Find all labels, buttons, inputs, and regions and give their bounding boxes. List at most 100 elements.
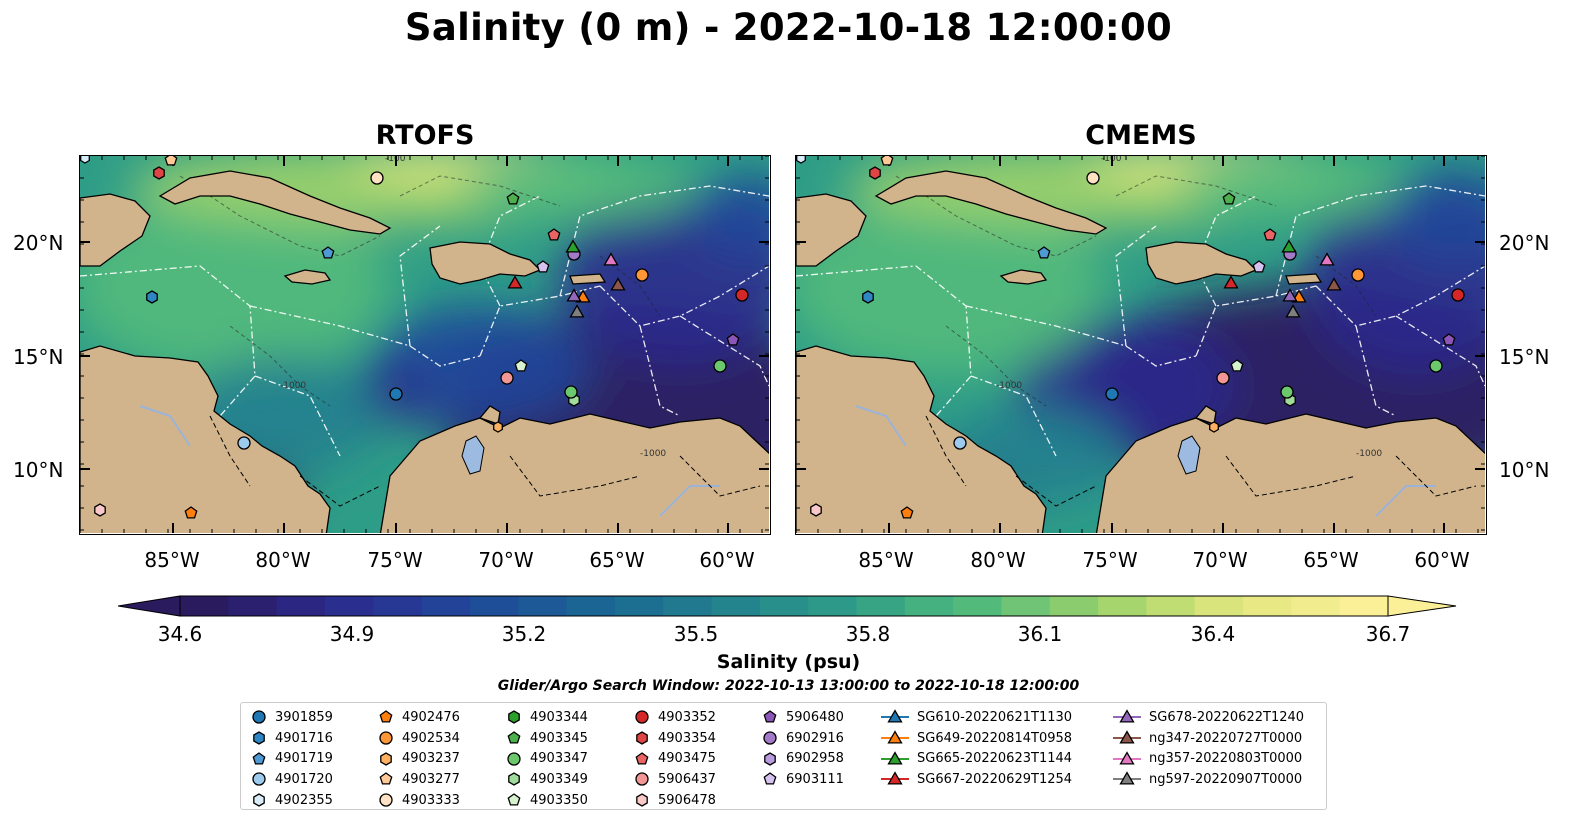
triangle-marker-icon bbox=[881, 709, 909, 723]
hexagon-icon bbox=[253, 731, 265, 745]
colorbar-extend-high bbox=[1387, 595, 1457, 617]
pentagon-marker-icon bbox=[763, 772, 777, 785]
marker-4903347 bbox=[564, 385, 578, 399]
triangle-marker-icon bbox=[1113, 709, 1141, 723]
hexagon-icon bbox=[253, 793, 265, 807]
legend-item: 5906437 bbox=[634, 769, 716, 790]
marker-4903354 bbox=[869, 166, 881, 180]
triangle-marker-icon bbox=[1113, 730, 1141, 744]
legend-item: 4903344 bbox=[506, 707, 588, 728]
colorbar-segment bbox=[1194, 596, 1244, 616]
legend-label: 3901859 bbox=[275, 709, 333, 725]
circle-marker-icon bbox=[252, 772, 266, 787]
legend-item: SG665-20220623T1144 bbox=[881, 748, 1072, 769]
colorbar-segment bbox=[953, 596, 1003, 616]
legend-label: SG667-20220629T1254 bbox=[917, 771, 1073, 787]
land-mass bbox=[569, 273, 607, 285]
triangle-marker-icon bbox=[1113, 751, 1141, 765]
triangle-marker-icon bbox=[881, 771, 909, 785]
marker-3901859 bbox=[1105, 387, 1119, 401]
hexagon-marker-icon bbox=[508, 710, 520, 725]
legend-label: 6902916 bbox=[786, 730, 844, 746]
marker-4903333 bbox=[1086, 171, 1100, 185]
legend-item: SG678-20220622T1240 bbox=[1113, 707, 1304, 728]
triangle-marker-icon bbox=[881, 751, 909, 765]
marker-5906480 bbox=[726, 333, 740, 346]
colorbar-extend-low bbox=[117, 595, 181, 617]
pentagon-icon bbox=[635, 751, 649, 765]
marker-5906480 bbox=[1442, 333, 1456, 346]
circle-icon bbox=[635, 710, 649, 724]
legend-label: ng347-20220727T0000 bbox=[1149, 730, 1303, 746]
legend-label: 4903349 bbox=[530, 771, 588, 787]
pentagon-marker-icon bbox=[635, 751, 649, 765]
panel-title-cmems: CMEMS bbox=[1085, 120, 1197, 151]
legend-item: 4903352 bbox=[634, 707, 716, 728]
marker-ng357-20220803T0000 bbox=[603, 252, 619, 266]
pentagon-icon bbox=[763, 710, 777, 723]
hexagon-icon bbox=[636, 731, 648, 745]
legend-label: 4903352 bbox=[658, 709, 716, 725]
contour-label: -1000 bbox=[640, 449, 666, 459]
colorbar-segment bbox=[180, 596, 229, 616]
legend-label: SG649-20220814T0958 bbox=[917, 730, 1073, 746]
lon-label-70w-left: 70°W bbox=[478, 548, 534, 572]
land-mass bbox=[796, 193, 867, 267]
pentagon-marker-icon bbox=[507, 793, 521, 806]
triangle-icon bbox=[887, 751, 903, 765]
marker-5906478 bbox=[94, 503, 106, 517]
triangle-icon bbox=[887, 709, 903, 723]
legend-item: 4903345 bbox=[506, 728, 588, 749]
marker-4901720 bbox=[237, 436, 251, 450]
marker-6903111 bbox=[1252, 260, 1266, 273]
map-rtofs: -100-1000-1000 bbox=[79, 155, 771, 535]
marker-5906437 bbox=[500, 371, 514, 385]
triangle-icon bbox=[1119, 771, 1135, 785]
colorbar-segment bbox=[469, 596, 519, 616]
legend-label: SG678-20220622T1240 bbox=[1149, 709, 1305, 725]
colorbar-tick: 36.4 bbox=[1190, 622, 1236, 646]
hexagon-marker-icon bbox=[764, 751, 776, 766]
triangle-icon bbox=[887, 730, 903, 744]
hexagon-marker-icon bbox=[253, 793, 265, 807]
marker-SG665-20220623T1144 bbox=[1281, 239, 1297, 253]
legend-item: 6903111 bbox=[762, 769, 844, 790]
legend-item: SG610-20220621T1130 bbox=[881, 707, 1072, 728]
legend-label: 4903333 bbox=[402, 792, 460, 808]
marker-4901719 bbox=[1037, 246, 1051, 259]
colorbar-tick: 35.5 bbox=[673, 622, 719, 646]
legend-column: 3901859 4901716 4901719 4901720 4902355 bbox=[251, 707, 333, 810]
legend-item: 4903237 bbox=[378, 748, 460, 769]
colorbar-segment bbox=[614, 596, 664, 616]
legend-label: 4903277 bbox=[402, 771, 460, 787]
colorbar-segment bbox=[566, 596, 616, 616]
legend-label: 4903347 bbox=[530, 751, 588, 767]
colorbar bbox=[117, 594, 1458, 618]
lon-label-80w-right: 80°W bbox=[970, 548, 1026, 572]
triangle-icon bbox=[1119, 709, 1135, 723]
legend-label: 4902534 bbox=[402, 730, 460, 746]
triangle-icon bbox=[1119, 751, 1135, 765]
legend-label: ng357-20220803T0000 bbox=[1149, 751, 1303, 767]
pentagon-icon bbox=[507, 793, 521, 806]
hexagon-icon bbox=[508, 710, 520, 725]
marker-4903237 bbox=[493, 421, 503, 433]
legend-label: 6903111 bbox=[786, 771, 844, 787]
pentagon-icon bbox=[252, 751, 266, 765]
legend-item: SG649-20220814T0958 bbox=[881, 728, 1072, 749]
hexagon-marker-icon bbox=[253, 731, 265, 745]
marker-ng347-20220727T0000 bbox=[610, 277, 626, 291]
land-mass bbox=[283, 269, 332, 285]
marker-SG667-20220629T1254 bbox=[1223, 275, 1239, 289]
lon-label-60w-right: 60°W bbox=[1414, 548, 1470, 572]
marker-4902476 bbox=[184, 506, 198, 519]
colorbar-segment bbox=[1243, 596, 1292, 616]
legend-item: 4901720 bbox=[251, 769, 333, 790]
legend-label: 4903344 bbox=[530, 709, 588, 725]
marker-4903475 bbox=[547, 228, 561, 241]
legend-label: SG610-20220621T1130 bbox=[917, 709, 1073, 725]
colorbar-segment bbox=[808, 596, 858, 616]
legend-label: 4901720 bbox=[275, 771, 333, 787]
lat-label-10n-right: 10°N bbox=[1499, 458, 1550, 482]
colorbar-segment bbox=[228, 596, 278, 616]
